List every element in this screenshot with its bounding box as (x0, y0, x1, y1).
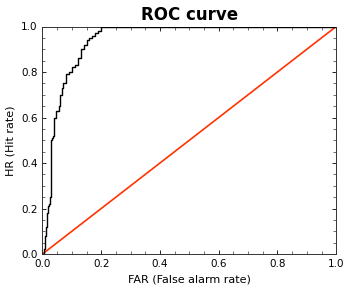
Title: ROC curve: ROC curve (141, 6, 238, 23)
X-axis label: FAR (False alarm rate): FAR (False alarm rate) (128, 274, 251, 284)
Y-axis label: HR (Hit rate): HR (Hit rate) (6, 105, 15, 175)
